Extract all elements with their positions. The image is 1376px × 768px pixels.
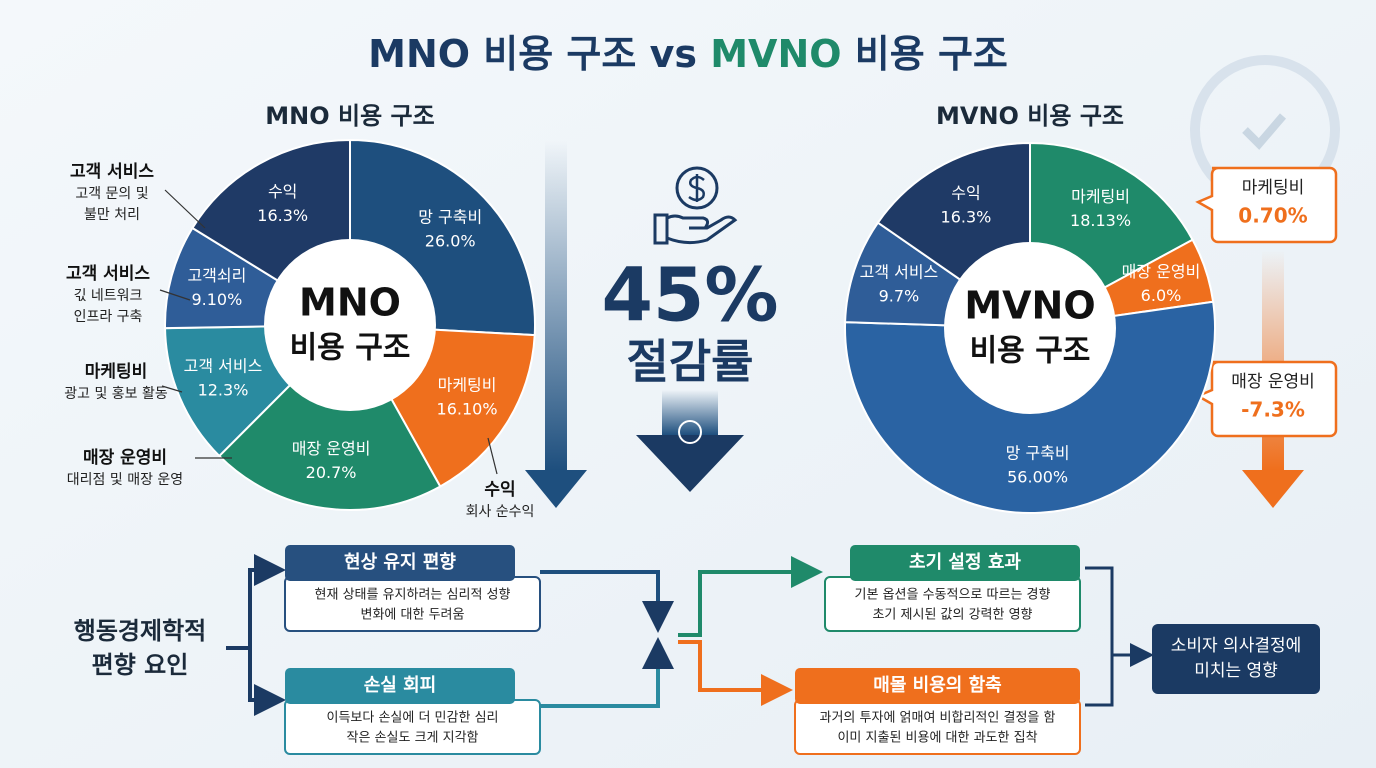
slice-label: 수익 xyxy=(951,183,980,202)
bias-desc: 변화에 대한 두려움 xyxy=(361,608,465,623)
bias-desc: 이득보다 손실에 더 민감한 심리 xyxy=(326,711,498,726)
annotation-title: 고객 서비스 xyxy=(70,162,154,182)
title-part: MVNO xyxy=(710,32,841,76)
bias-body xyxy=(284,699,541,755)
flow-label: 행동경제학적 xyxy=(74,617,206,645)
bias-title: 매몰 비용의 함축 xyxy=(873,674,1001,696)
annotation-title: 고객 서비스 xyxy=(66,264,150,284)
leader-line xyxy=(164,189,206,229)
down-arrow-head xyxy=(525,470,587,508)
callout-value: -7.3% xyxy=(1241,398,1305,422)
callout-value: 0.70% xyxy=(1238,204,1307,228)
pie-slice xyxy=(217,323,442,511)
bias-desc: 현재 상태를 유지하려는 심리적 성향 xyxy=(315,588,511,603)
slice-label: 마케팅비 xyxy=(1071,187,1130,206)
bias-desc: 과거의 투자에 얽매여 비합리적인 결정을 함 xyxy=(820,711,1056,726)
slice-value: 9.10% xyxy=(191,290,242,309)
slice-label: 매장 운영비 xyxy=(292,439,371,458)
bias-desc: 기본 옵션을 수동적으로 따르는 경향 xyxy=(855,588,1051,603)
bias-header xyxy=(285,545,515,581)
savings-arrow xyxy=(662,390,718,435)
outcome-text: 미치는 영향 xyxy=(1194,661,1278,681)
leader-line xyxy=(159,289,191,301)
decor-check xyxy=(1242,113,1287,150)
annotation-desc: 긳 네트워크 xyxy=(74,288,143,304)
leader-line xyxy=(161,385,183,393)
slice-value: 56.00% xyxy=(1007,467,1068,486)
bias-desc: 작은 손실도 크게 지각함 xyxy=(347,731,479,746)
leader-line xyxy=(487,437,498,475)
slice-label: 고객 서비스 xyxy=(184,356,263,375)
bias-header xyxy=(850,545,1080,581)
slice-label: 매장 운영비 xyxy=(1122,262,1201,281)
bias-body xyxy=(824,576,1081,632)
slice-value: 18.13% xyxy=(1070,211,1131,230)
bias-desc: 초기 제시된 값의 강력한 영향 xyxy=(872,608,1032,623)
bias-title: 손실 회피 xyxy=(364,675,437,696)
title-part: MNO 비용 구조 xyxy=(368,32,636,76)
pie-hole xyxy=(944,242,1116,414)
slice-value: 16.3% xyxy=(257,206,308,225)
annotation-desc: 고객 문의 및 xyxy=(75,186,148,202)
annotation-desc: 광고 및 홍보 활동 xyxy=(64,386,168,402)
slice-label: 고객 서비스 xyxy=(860,262,939,281)
annotation-desc: 인프라 구축 xyxy=(74,309,143,325)
bias-body xyxy=(794,699,1081,755)
bias-desc: 이미 지출된 비용에 대한 과도한 집착 xyxy=(837,731,1037,746)
page-title: MNO 비용 구조 vs MVNO 비용 구조 xyxy=(368,32,1008,76)
bias-header xyxy=(795,668,1080,704)
savings-value: 45% xyxy=(601,253,778,339)
annotation-desc: 회사 순수익 xyxy=(466,504,535,520)
flow-label: 편향 요인 xyxy=(92,651,189,679)
chart-title: MNO 비용 구조 xyxy=(265,102,434,130)
slice-value: 16.3% xyxy=(941,207,992,226)
down-arrow xyxy=(545,140,567,470)
callout-title: 매장 운영비 xyxy=(1231,372,1315,392)
bias-title: 초기 설정 효과 xyxy=(909,552,1021,573)
bias-title: 현상 유지 편향 xyxy=(344,552,456,573)
savings-label: 절감률 xyxy=(627,335,754,389)
annotation-title: 수익 xyxy=(484,480,515,500)
title-part: vs xyxy=(650,32,697,76)
slice-value: 9.7% xyxy=(879,286,920,305)
down-arrow-head xyxy=(1242,470,1304,508)
annotation-desc: 대리점 및 매장 운영 xyxy=(67,472,183,488)
savings-arrow-head xyxy=(636,435,744,492)
callout xyxy=(1195,166,1338,438)
slice-value: 6.0% xyxy=(1141,286,1182,305)
slice-label: 망 구축비 xyxy=(1006,443,1070,462)
annotation-title: 마케팅비 xyxy=(85,362,148,382)
outcome-text: 소비자 의사결정에 xyxy=(1171,636,1302,656)
slice-label: 마케팅비 xyxy=(438,376,497,395)
flow-connectors xyxy=(226,554,1154,716)
annotation-title: 매장 운영비 xyxy=(83,448,167,468)
callout-title: 마케팅비 xyxy=(1242,178,1305,198)
slice-value: 16.10% xyxy=(437,400,498,419)
slice-label: 망 구축비 xyxy=(418,208,482,227)
slice-value: 12.3% xyxy=(198,380,249,399)
bias-header xyxy=(285,668,515,704)
center-label: 비용 구조 xyxy=(290,331,411,366)
annotation-desc: 불만 처리 xyxy=(84,207,140,223)
slice-value: 20.7% xyxy=(306,463,357,482)
slice-label: 수익 xyxy=(268,182,297,201)
center-label: MVNO xyxy=(964,284,1095,328)
bias-body xyxy=(284,576,541,632)
chart-title: MVNO 비용 구조 xyxy=(936,102,1124,130)
outcome-box xyxy=(1152,624,1320,694)
title-part: 비용 구조 xyxy=(855,32,1008,76)
coin-icon xyxy=(678,420,702,444)
center-label: 비용 구조 xyxy=(970,334,1091,369)
center-label: MNO xyxy=(299,281,401,325)
pie-hole xyxy=(264,239,436,411)
slice-label: 고객쇠리 xyxy=(187,266,246,285)
slice-value: 26.0% xyxy=(425,232,476,251)
savings-icon xyxy=(653,166,738,245)
